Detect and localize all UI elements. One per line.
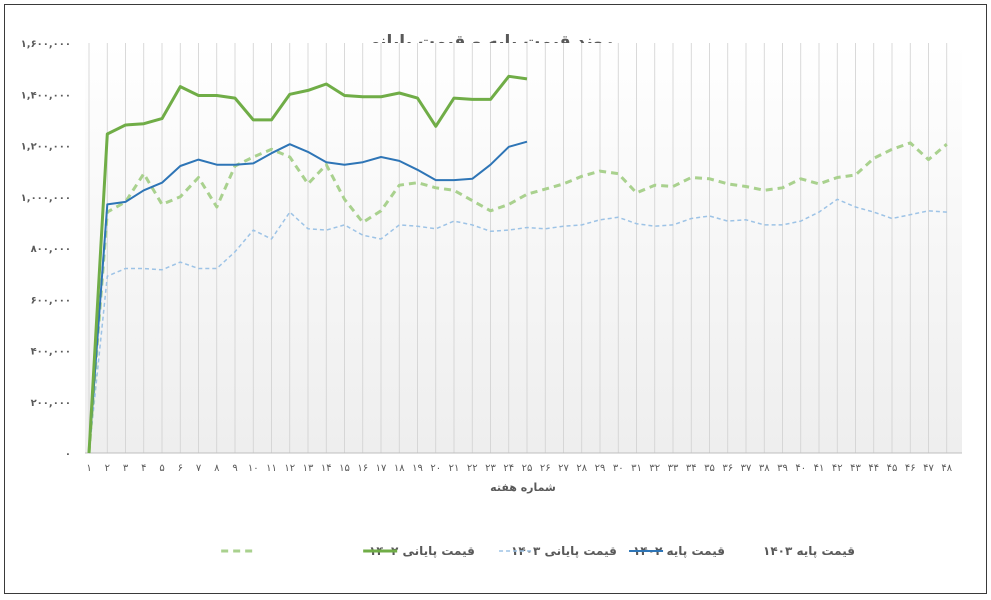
x-tick-label: ۳۱ xyxy=(631,463,642,474)
x-tick-label: ۳۲ xyxy=(649,463,660,474)
vertical-gridlines xyxy=(88,43,948,453)
legend-label: قیمت پایه ۱۴۰۳ xyxy=(763,544,855,558)
x-tick-label: ۱۲ xyxy=(284,463,295,474)
x-tick-label: ۲۷ xyxy=(558,463,569,474)
y-tick-label: ۱,۲۰۰,۰۰۰ xyxy=(21,142,71,153)
legend-label: قیمت پایانی ۱۴۰۳ xyxy=(511,544,617,558)
x-tick-label: ۴۷ xyxy=(923,463,934,474)
series-line xyxy=(87,74,528,454)
x-tick-label: ۱۰ xyxy=(248,463,259,474)
x-tick-label: ۷ xyxy=(196,463,202,474)
x-tick-label: ۲ xyxy=(105,463,110,474)
legend: قیمت پایانی ۱۴۰۲ قیمت پایانی ۱۴۰۳ قیمت پای… xyxy=(221,544,855,558)
x-tick-label: ۳ xyxy=(123,463,129,474)
x-tick-label: ۲۴ xyxy=(503,463,514,474)
x-tick-label: ۳۸ xyxy=(759,463,770,474)
x-tick-label: ۴۰ xyxy=(795,463,806,474)
x-tick-label: ۴۶ xyxy=(905,463,916,474)
y-tick-label: ۸۰۰,۰۰۰ xyxy=(31,244,71,255)
y-tick-label: ۲۰۰,۰۰۰ xyxy=(31,398,71,409)
x-tick-label: ۱۷ xyxy=(376,463,387,474)
x-tick-label: ۲۶ xyxy=(540,463,551,474)
x-tick-label: ۴۳ xyxy=(850,463,861,474)
y-tick-label: ۶۰۰,۰۰۰ xyxy=(31,295,71,306)
x-tick-label: ۱۳ xyxy=(303,463,314,474)
chart-frame: روند قیمت پایه و قیمت پایانی ۰ ۲۰۰,۰۰۰ ۴۰۰… xyxy=(4,4,987,594)
series-line xyxy=(87,141,948,454)
x-tick-label: ۵ xyxy=(159,463,164,474)
x-axis-label: شماره هفته xyxy=(490,481,556,494)
x-tick-label: ۱۱ xyxy=(266,463,277,474)
x-tick-label: ۶ xyxy=(178,463,183,474)
y-tick-label: ۰ xyxy=(65,449,71,460)
series-line xyxy=(88,198,947,454)
x-tick-label: ۹ xyxy=(232,463,237,474)
x-tick-label: ۲۰ xyxy=(430,463,441,474)
line-chart: روند قیمت پایه و قیمت پایانی ۰۲۰۰,۰۰۰۴۰۰… xyxy=(21,32,962,558)
x-tick-label: ۱۶ xyxy=(357,463,368,474)
x-tick-label: ۲۵ xyxy=(522,463,533,474)
x-tick-label: ۱ xyxy=(86,463,91,474)
plot-area xyxy=(85,43,962,453)
y-tick-label: ۱,۴۰۰,۰۰۰ xyxy=(21,90,71,101)
y-axis: ۰ ۲۰۰,۰۰۰ ۴۰۰,۰۰۰ ۶۰۰,۰۰۰ ۸۰۰,۰۰۰ ۱,۰۰۰,۰۰۰ ۱,… xyxy=(21,39,71,460)
x-tick-label: ۱۸ xyxy=(394,463,405,474)
x-tick-label: ۴ xyxy=(141,463,146,474)
x-tick-label: ۲۳ xyxy=(485,463,496,474)
x-tick-label: ۳۴ xyxy=(686,463,697,474)
x-tick-label: ۲۸ xyxy=(576,463,587,474)
x-tick-label: ۳۰ xyxy=(613,463,624,474)
x-tick-label: ۳۶ xyxy=(722,463,733,474)
x-tick-label: ۴۴ xyxy=(868,463,879,474)
legend-label: قیمت پایانی ۱۴۰۲ xyxy=(369,544,475,558)
y-tick-label: ۱,۰۰۰,۰۰۰ xyxy=(21,193,71,204)
x-tick-label: ۱۴ xyxy=(321,463,332,474)
x-tick-label: ۲۹ xyxy=(595,463,606,474)
y-tick-label: ۴۰۰,۰۰۰ xyxy=(31,347,71,358)
x-tick-label: ۴۲ xyxy=(832,463,843,474)
y-tick-label: ۱,۶۰۰,۰۰۰ xyxy=(21,39,71,50)
x-tick-label: ۳۵ xyxy=(704,463,715,474)
x-tick-label: ۳۷ xyxy=(741,463,752,474)
series-lines xyxy=(87,74,948,454)
series-line xyxy=(88,140,528,454)
x-tick-label: ۴۵ xyxy=(887,463,898,474)
x-tick-label: ۲۱ xyxy=(449,463,460,474)
x-tick-label: ۴۸ xyxy=(941,463,952,474)
x-tick-label: ۲۲ xyxy=(467,463,478,474)
x-tick-label: ۳۹ xyxy=(777,463,788,474)
x-tick-label: ۳۳ xyxy=(668,463,679,474)
legend-label: قیمت پایه ۱۴۰۲ xyxy=(633,544,725,558)
x-tick-label: ۱۵ xyxy=(339,463,350,474)
x-tick-label: ۸ xyxy=(214,463,220,474)
x-tick-label: ۴۱ xyxy=(814,463,825,474)
x-tick-label: ۱۹ xyxy=(412,463,423,474)
x-axis: ۱ ۲ ۳ ۴ ۵ ۶ ۷ ۸ ۹ ۱۰ ۱۱ ۱۲ ۱۳ ۱۴ ۱۵ ۱۶ ۱۷ ۱۸ ۱۹ ۲۰ ۲۱ ۲۲ ۲۳ ۲۴ ۲… xyxy=(86,463,952,474)
